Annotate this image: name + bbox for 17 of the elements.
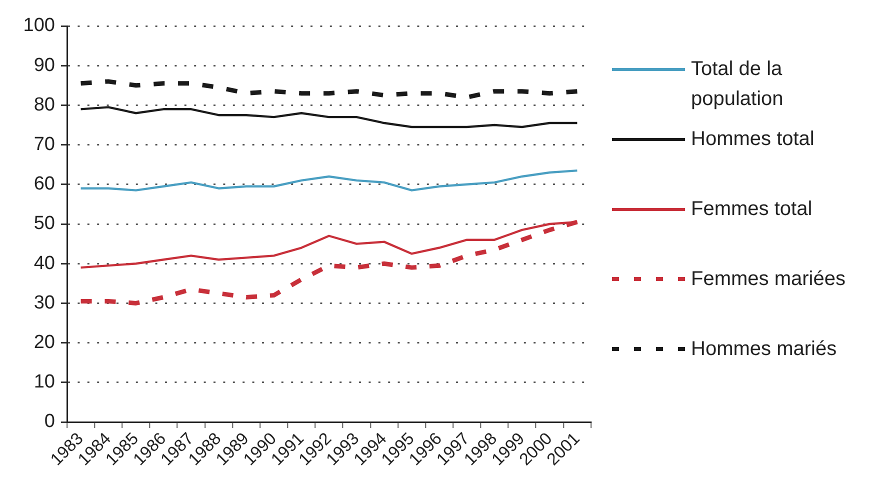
y-tick-label: 20 [34, 332, 55, 354]
y-tick-label: 60 [34, 174, 55, 195]
line-series [78, 79, 580, 100]
y-tick-label: 100 [23, 15, 55, 36]
y-tick-label: 10 [34, 372, 55, 393]
y-tick-label: 0 [44, 411, 55, 432]
y-tick-label: 50 [34, 213, 55, 234]
y-tick-label: 40 [34, 252, 55, 274]
legend-label: Femmes mariées [691, 267, 846, 292]
y-tick-label: 90 [34, 54, 55, 76]
legend-label: Total de la population [691, 57, 784, 112]
y-tick-label: 80 [34, 94, 55, 116]
legend-label: Hommes mariés [691, 337, 838, 362]
y-tick-label: 70 [34, 134, 55, 156]
y-tick-label: 30 [34, 292, 55, 314]
legend-label: Hommes total [691, 127, 816, 152]
legend-label: Femmes total [691, 197, 814, 222]
